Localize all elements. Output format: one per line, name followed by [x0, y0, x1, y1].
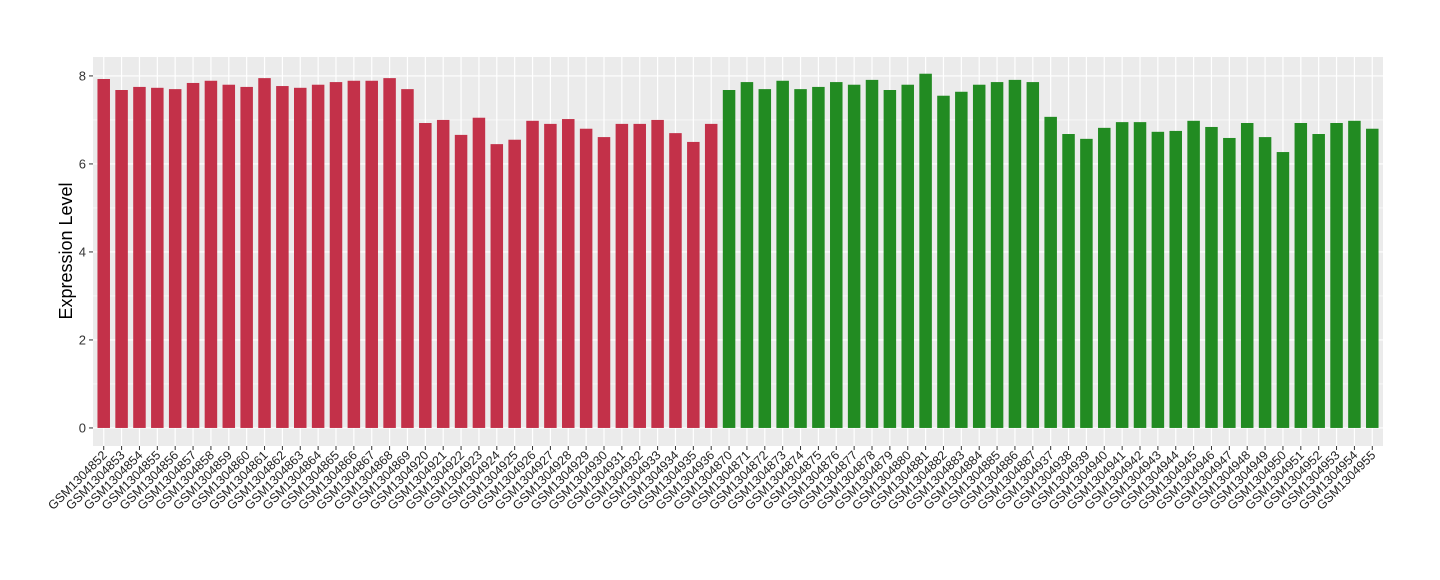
- bar-GSM1304925: [508, 139, 521, 428]
- bar-GSM1304855: [151, 87, 164, 428]
- bar-GSM1304880: [901, 84, 914, 428]
- bar-GSM1304886: [1008, 79, 1022, 428]
- bar-GSM1304852: [97, 79, 110, 428]
- bar-GSM1304870: [722, 90, 736, 428]
- bar-GSM1304873: [776, 80, 789, 428]
- bar-GSM1304878: [865, 79, 879, 428]
- bar-GSM1304859: [222, 84, 236, 428]
- bar-GSM1304923: [472, 117, 486, 428]
- bar-GSM1304945: [1187, 120, 1200, 428]
- bar-GSM1304862: [276, 86, 289, 428]
- bar-GSM1304934: [669, 133, 682, 428]
- bar-GSM1304936: [704, 123, 718, 428]
- bar-GSM1304924: [490, 144, 504, 428]
- bar-GSM1304943: [1151, 131, 1165, 428]
- bar-GSM1304877: [847, 84, 861, 428]
- bar-GSM1304857: [186, 82, 200, 428]
- bars: [97, 73, 1379, 428]
- bar-GSM1304860: [240, 86, 253, 428]
- bar-GSM1304885: [990, 82, 1004, 428]
- bar-GSM1304863: [294, 87, 307, 428]
- bar-GSM1304940: [1098, 127, 1111, 428]
- bar-GSM1304922: [454, 134, 468, 428]
- bar-GSM1304866: [347, 80, 361, 428]
- bar-GSM1304942: [1133, 122, 1147, 428]
- bar-GSM1304854: [133, 86, 146, 428]
- bar-GSM1304941: [1115, 122, 1129, 428]
- bar-GSM1304927: [544, 123, 557, 428]
- bar-GSM1304881: [919, 73, 932, 428]
- bar-GSM1304869: [401, 89, 414, 428]
- y-axis-label: Expression Level: [56, 182, 76, 319]
- bar-GSM1304928: [562, 119, 575, 428]
- bar-GSM1304950: [1276, 152, 1290, 428]
- bar-GSM1304955: [1366, 128, 1379, 428]
- bar-GSM1304872: [758, 89, 772, 428]
- y-tick-label: 0: [79, 420, 86, 435]
- y-tick-label: 6: [79, 156, 86, 171]
- bar-GSM1304953: [1330, 123, 1343, 428]
- bar-GSM1304861: [258, 78, 271, 428]
- bar-GSM1304930: [597, 137, 611, 428]
- bar-GSM1304883: [955, 91, 968, 428]
- bar-GSM1304932: [633, 123, 646, 428]
- bar-GSM1304858: [204, 80, 218, 428]
- bar-GSM1304929: [579, 128, 593, 428]
- bar-GSM1304946: [1205, 126, 1218, 428]
- y-tick-label: 2: [79, 332, 86, 347]
- bar-GSM1304887: [1026, 82, 1040, 428]
- bar-GSM1304864: [311, 84, 325, 428]
- bar-GSM1304921: [436, 119, 450, 428]
- bar-GSM1304935: [687, 141, 700, 428]
- x-axis: GSM1304852GSM1304853GSM1304854GSM1304855…: [45, 446, 1378, 513]
- bar-GSM1304926: [526, 120, 539, 428]
- bar-GSM1304944: [1169, 130, 1182, 428]
- bar-GSM1304952: [1312, 134, 1325, 428]
- bar-GSM1304856: [168, 89, 182, 428]
- bar-GSM1304931: [615, 123, 629, 428]
- y-axis: 0 2 4 6 8: [79, 68, 93, 435]
- y-tick-label: 8: [79, 68, 86, 83]
- bar-GSM1304948: [1240, 123, 1254, 428]
- bar-GSM1304879: [883, 90, 897, 428]
- bar-GSM1304951: [1294, 123, 1308, 428]
- bar-GSM1304884: [972, 84, 986, 428]
- bar-GSM1304939: [1080, 138, 1093, 428]
- bar-GSM1304937: [1044, 116, 1057, 428]
- bar-GSM1304938: [1062, 134, 1075, 428]
- bar-GSM1304875: [812, 86, 825, 428]
- bar-GSM1304871: [740, 82, 754, 428]
- bar-GSM1304933: [651, 119, 664, 428]
- bar-GSM1304954: [1348, 120, 1361, 428]
- bar-GSM1304853: [115, 90, 128, 428]
- bar-GSM1304867: [365, 80, 378, 428]
- bar-GSM1304882: [937, 95, 950, 428]
- bar-GSM1304874: [794, 89, 807, 428]
- y-tick-label: 4: [79, 244, 86, 259]
- bar-GSM1304947: [1223, 137, 1236, 428]
- bar-GSM1304868: [383, 78, 396, 428]
- bar-GSM1304949: [1258, 137, 1272, 428]
- bar-GSM1304920: [419, 123, 432, 428]
- bar-GSM1304865: [329, 82, 343, 428]
- bar-GSM1304876: [830, 82, 843, 428]
